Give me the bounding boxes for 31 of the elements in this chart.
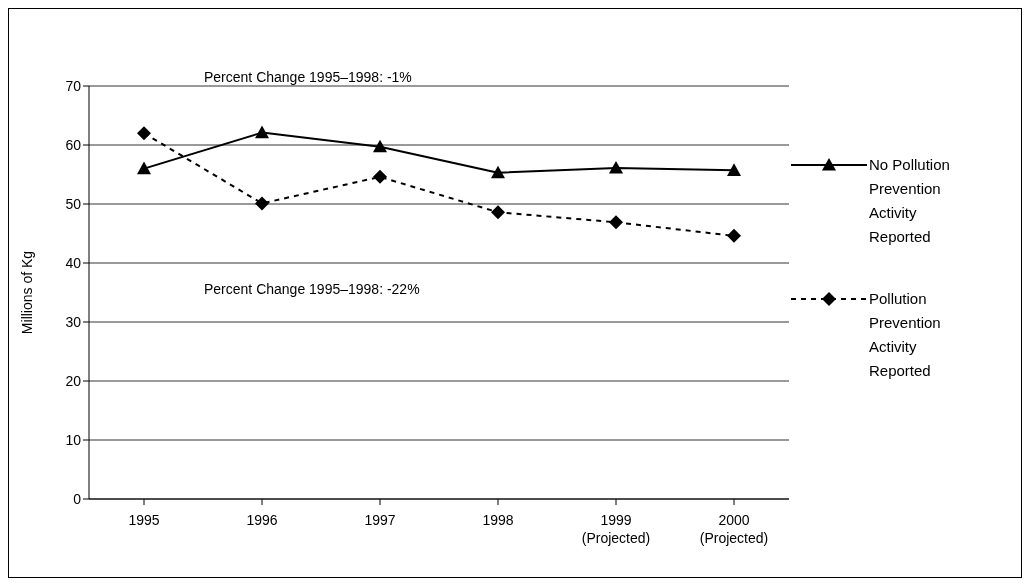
y-tick-label: 10 (65, 431, 82, 448)
y-tick-label: 20 (65, 372, 82, 389)
point (137, 126, 151, 141)
x-tick-label: 1998 (482, 512, 514, 528)
x-tick-label: 1996 (246, 512, 278, 528)
annotation: Percent Change 1995–1998: -22% (204, 281, 420, 297)
point (373, 169, 387, 184)
y-tick-label: 70 (65, 77, 82, 94)
point (491, 165, 505, 179)
point (255, 196, 269, 211)
point (727, 228, 741, 243)
y-tick-label: 50 (65, 195, 82, 212)
y-tick-label: 30 (65, 313, 82, 330)
point (491, 205, 505, 220)
y-tick-label: 60 (65, 136, 82, 153)
x-tick-label: 1997 (364, 512, 396, 528)
y-axis-title: Millions of Kg (18, 250, 35, 335)
legend-label: Pollution Prevention Activity Reported (869, 289, 942, 381)
x-tick-label: 1995 (128, 512, 160, 528)
y-tick-label: 0 (73, 490, 82, 507)
point (255, 125, 269, 139)
legend-label: No Pollution Prevention Activity Reported (869, 155, 951, 247)
x-tick-label: 2000 (Projected) (699, 512, 769, 546)
point (727, 163, 741, 176)
point (609, 161, 623, 174)
point (609, 215, 623, 230)
point (137, 161, 151, 175)
x-tick-label: 1999 (Projected) (581, 512, 651, 546)
text: Percent Change 1995–1998: -1% (204, 69, 412, 85)
point (373, 139, 387, 153)
y-tick-label: 40 (65, 254, 82, 271)
